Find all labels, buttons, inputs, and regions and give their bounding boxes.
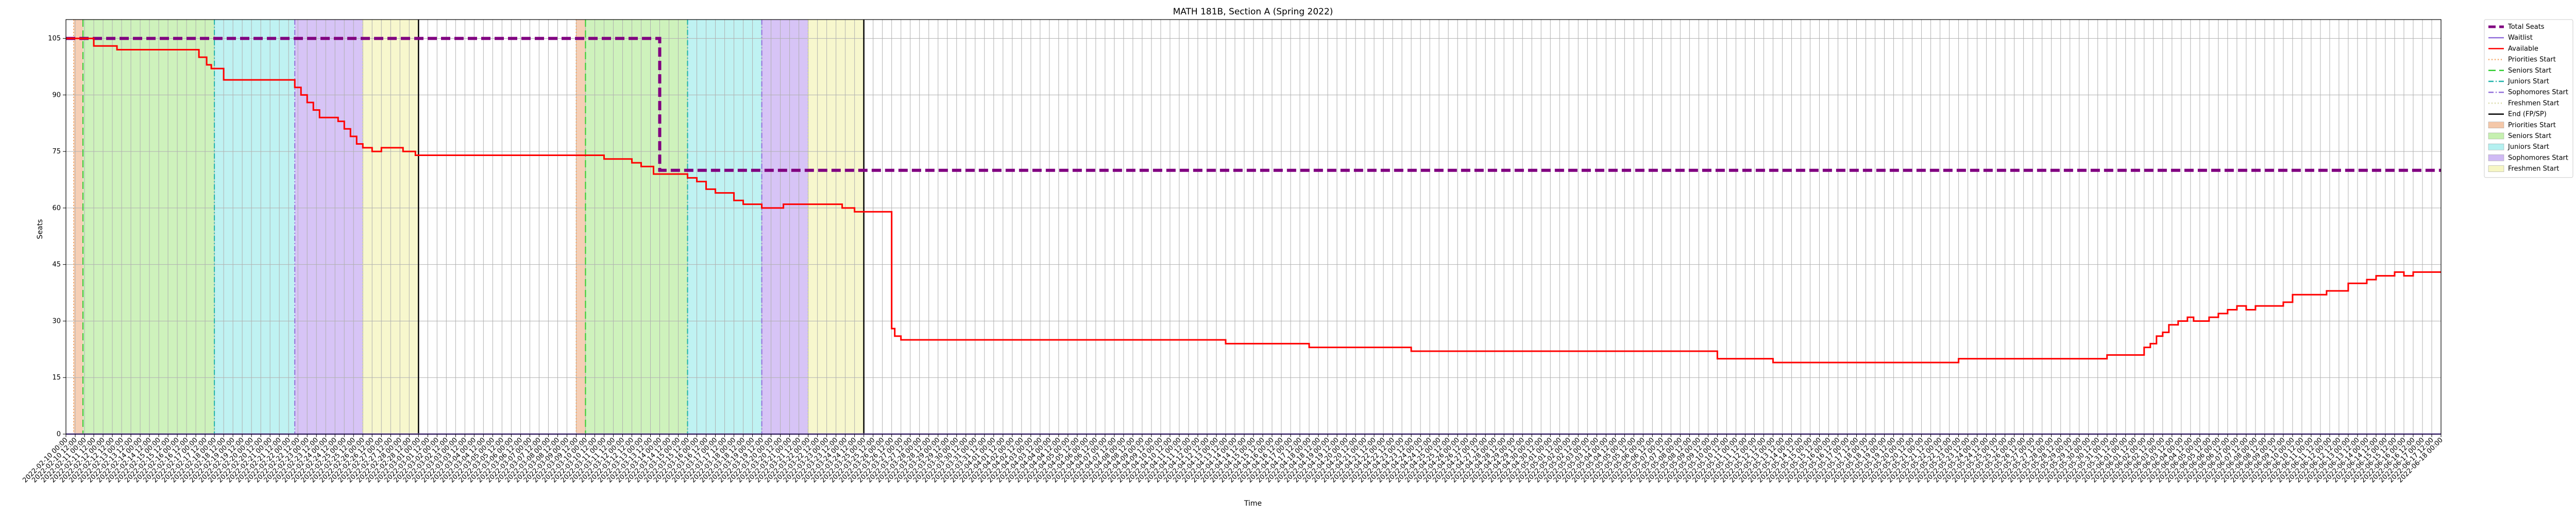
legend-label-seniors-start: Seniors Start	[2508, 132, 2551, 140]
legend-label-priorities-start: Priorities Start	[2508, 56, 2556, 64]
span-sophomores-start	[295, 20, 363, 434]
y-tick-label: 90	[52, 91, 61, 99]
y-tick-label: 75	[52, 148, 61, 156]
y-tick-label: 105	[48, 35, 61, 43]
grid	[65, 20, 2442, 435]
series-available	[66, 38, 2441, 364]
y-tick-label: 15	[52, 374, 61, 382]
legend-swatch-juniors-start	[2488, 143, 2504, 150]
y-axis-label: Seats	[36, 219, 44, 239]
legend-label-juniors-start: Juniors Start	[2507, 143, 2549, 151]
span-priorities-start	[74, 20, 83, 434]
chart-title: MATH 181B, Section A (Spring 2022)	[1173, 7, 1333, 17]
span-priorities-start	[576, 20, 586, 434]
legend-label-available: Available	[2508, 45, 2538, 53]
legend-swatch-seniors-start	[2488, 132, 2504, 140]
y-tick-label: 45	[52, 261, 61, 269]
legend-label-freshmen-start: Freshmen Start	[2508, 99, 2559, 107]
y-tick-label: 60	[52, 204, 61, 212]
span-sophomores-start	[761, 20, 808, 434]
legend-label-juniors-start: Juniors Start	[2507, 78, 2549, 85]
legend-label-end-fp-sp-: End (FP/SP)	[2508, 111, 2547, 118]
legend: Total Seats Waitlist Available Priorities S…	[2484, 19, 2573, 178]
legend-swatch-priorities-start	[2488, 122, 2504, 129]
span-seniors-start	[83, 20, 215, 434]
span-juniors-start	[214, 20, 295, 434]
legend-label-freshmen-start: Freshmen Start	[2508, 165, 2559, 173]
y-tick-label: 0	[57, 430, 61, 438]
legend-label-sophomores-start: Sophomores Start	[2508, 89, 2568, 96]
legend-label-priorities-start: Priorities Start	[2508, 122, 2556, 129]
legend-label-total-seats: Total Seats	[2507, 23, 2545, 31]
legend-swatch-freshmen-start	[2488, 165, 2504, 172]
legend-label-sophomores-start: Sophomores Start	[2508, 154, 2568, 162]
span-seniors-start	[585, 20, 688, 434]
x-axis-label: Time	[1244, 499, 1262, 508]
legend-label-waitlist: Waitlist	[2508, 34, 2533, 42]
phase-lines	[73, 20, 865, 434]
legend-label-seniors-start: Seniors Start	[2508, 67, 2551, 75]
legend-box	[2484, 19, 2573, 178]
series-total-seats	[66, 37, 2441, 172]
legend-swatch-sophomores-start	[2488, 154, 2504, 161]
y-tick-label: 30	[52, 317, 61, 325]
